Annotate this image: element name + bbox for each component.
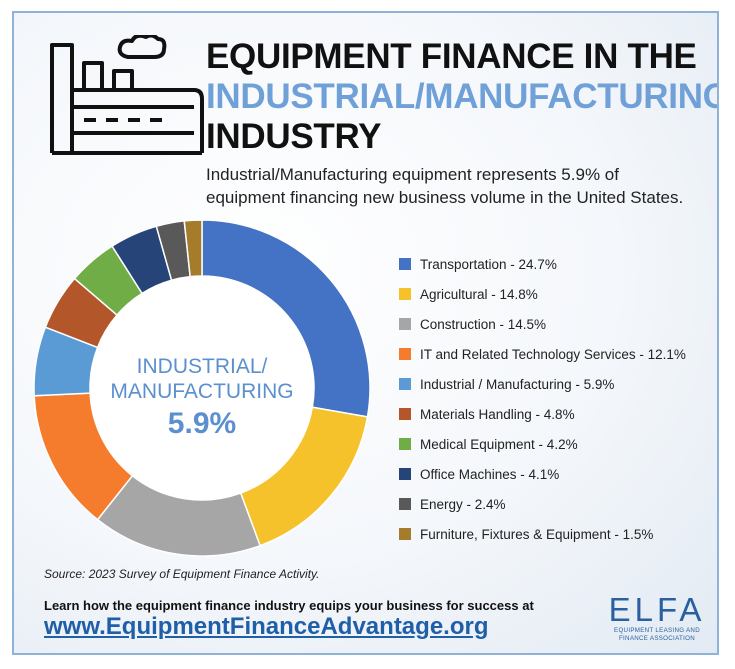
legend-item-5: Materials Handling - 4.8% xyxy=(399,399,686,429)
legend-label: IT and Related Technology Services - 12.… xyxy=(420,346,686,362)
legend-swatch xyxy=(399,288,411,300)
title-line-1: EQUIPMENT FINANCE IN THE xyxy=(206,37,697,76)
legend-swatch xyxy=(399,468,411,480)
chart-subtitle: Industrial/Manufacturing equipment repre… xyxy=(206,163,706,209)
infographic-card: EQUIPMENT FINANCE IN THE INDUSTRIAL/MANU… xyxy=(12,11,719,655)
center-label-line-2: MANUFACTURING xyxy=(110,380,293,403)
legend-label: Medical Equipment - 4.2% xyxy=(420,436,578,452)
legend-label: Agricultural - 14.8% xyxy=(420,286,538,302)
legend-item-2: Construction - 14.5% xyxy=(399,309,686,339)
donut-chart: INDUSTRIAL/ MANUFACTURING 5.9% xyxy=(33,219,371,557)
legend-item-1: Agricultural - 14.8% xyxy=(399,279,686,309)
legend-label: Transportation - 24.7% xyxy=(420,256,557,272)
legend-swatch xyxy=(399,318,411,330)
center-label-line-1: INDUSTRIAL/ xyxy=(137,355,268,378)
cta-text: Learn how the equipment finance industry… xyxy=(44,598,534,613)
legend-item-4: Industrial / Manufacturing - 5.9% xyxy=(399,369,686,399)
legend-label: Materials Handling - 4.8% xyxy=(420,406,575,422)
legend-item-9: Furniture, Fixtures & Equipment - 1.5% xyxy=(399,519,686,549)
legend-swatch xyxy=(399,528,411,540)
source-note: Source: 2023 Survey of Equipment Finance… xyxy=(44,567,320,581)
legend-item-7: Office Machines - 4.1% xyxy=(399,459,686,489)
legend-swatch xyxy=(399,258,411,270)
elfa-logo: ELFA EQUIPMENT LEASING AND FINANCE ASSOC… xyxy=(602,593,712,643)
logo-tagline-1: EQUIPMENT LEASING AND xyxy=(614,627,700,634)
legend-item-8: Energy - 2.4% xyxy=(399,489,686,519)
legend-swatch xyxy=(399,378,411,390)
legend-item-0: Transportation - 24.7% xyxy=(399,249,686,279)
title-line-2: INDUSTRIAL/MANUFACTURING xyxy=(206,77,719,116)
center-value: 5.9% xyxy=(168,407,236,440)
legend-label: Energy - 2.4% xyxy=(420,496,506,512)
legend-item-3: IT and Related Technology Services - 12.… xyxy=(399,339,686,369)
donut-slices xyxy=(33,219,371,557)
logo-tagline-2: FINANCE ASSOCIATION xyxy=(618,635,696,642)
subtitle-line-1: Industrial/Manufacturing equipment repre… xyxy=(206,165,619,184)
legend-swatch xyxy=(399,438,411,450)
legend-label: Office Machines - 4.1% xyxy=(420,466,560,482)
legend-item-6: Medical Equipment - 4.2% xyxy=(399,429,686,459)
donut-hole xyxy=(90,276,314,500)
legend-swatch xyxy=(399,348,411,360)
legend-label: Construction - 14.5% xyxy=(420,316,547,332)
legend-label: Industrial / Manufacturing - 5.9% xyxy=(420,376,615,392)
chart-title: EQUIPMENT FINANCE IN THE INDUSTRIAL/MANU… xyxy=(206,37,719,157)
website-link[interactable]: www.EquipmentFinanceAdvantage.org xyxy=(44,613,489,640)
logo-name: ELFA xyxy=(608,591,706,628)
factory-icon xyxy=(50,35,204,155)
chart-legend: Transportation - 24.7% Agricultural - 14.… xyxy=(399,249,686,549)
title-line-3: INDUSTRY xyxy=(206,117,382,156)
legend-swatch xyxy=(399,498,411,510)
legend-swatch xyxy=(399,408,411,420)
legend-label: Furniture, Fixtures & Equipment - 1.5% xyxy=(420,526,654,542)
subtitle-line-2: equipment financing new business volume … xyxy=(206,188,684,207)
